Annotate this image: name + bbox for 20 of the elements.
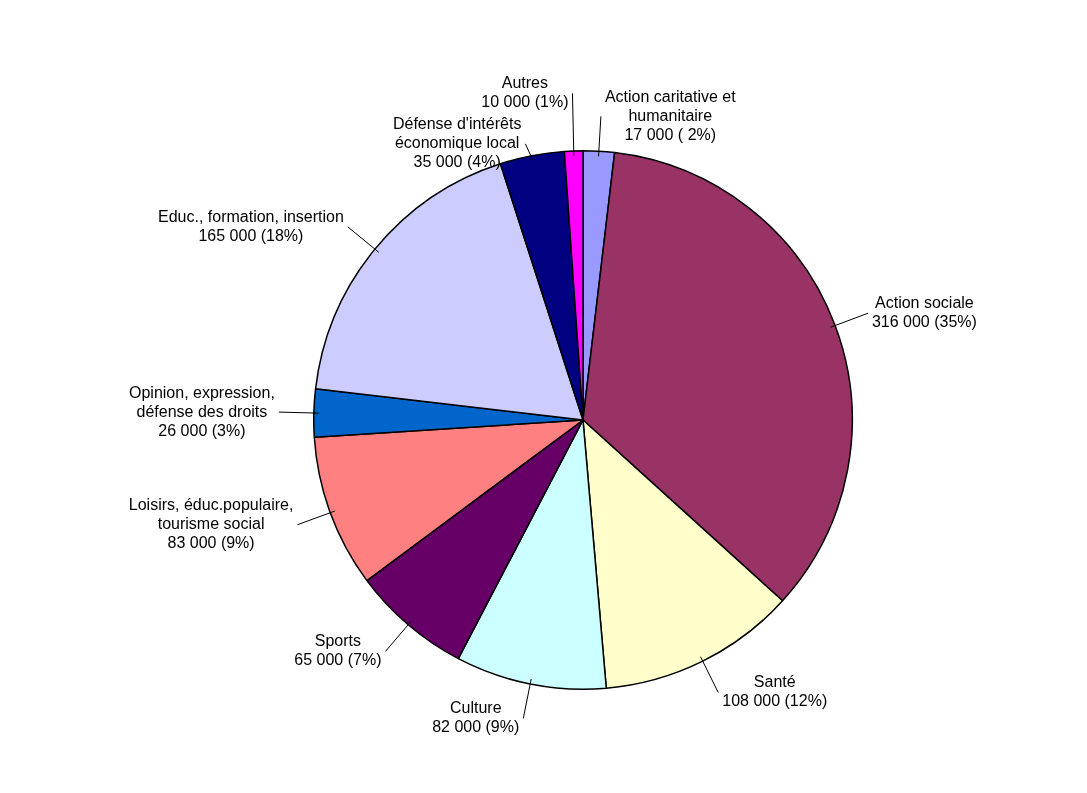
data-label: 82 000 (9%) bbox=[432, 718, 520, 736]
slice-label: Action sociale bbox=[875, 294, 974, 312]
slice-label: Sports bbox=[314, 632, 362, 650]
slice-label: Santé bbox=[753, 673, 796, 691]
data-label: 83 000 (9%) bbox=[167, 534, 255, 552]
data-label: 10 000 (1%) bbox=[481, 93, 569, 111]
data-label: 17 000 ( 2%) bbox=[624, 125, 717, 143]
slice-label: Autres bbox=[501, 74, 549, 92]
data-label: 26 000 (3%) bbox=[158, 421, 246, 439]
slice-label: Action caritative et humanitaire bbox=[604, 87, 737, 124]
data-label: 65 000 (7%) bbox=[294, 651, 382, 669]
slice-label: Opinion, expression, défense des droits bbox=[128, 383, 275, 420]
slice-label: Défense d'intérêts économique local bbox=[392, 115, 522, 152]
data-label: 316 000 (35%) bbox=[871, 313, 977, 331]
data-label: 165 000 (18%) bbox=[198, 226, 304, 244]
slice-label: Educ., formation, insertion bbox=[158, 207, 344, 225]
slice-label: Loisirs, éduc.populaire, tourisme social bbox=[128, 496, 294, 533]
data-label: 108 000 (12%) bbox=[722, 692, 828, 710]
data-label: 35 000 (4%) bbox=[413, 153, 501, 171]
slice-label: Culture bbox=[449, 699, 502, 717]
